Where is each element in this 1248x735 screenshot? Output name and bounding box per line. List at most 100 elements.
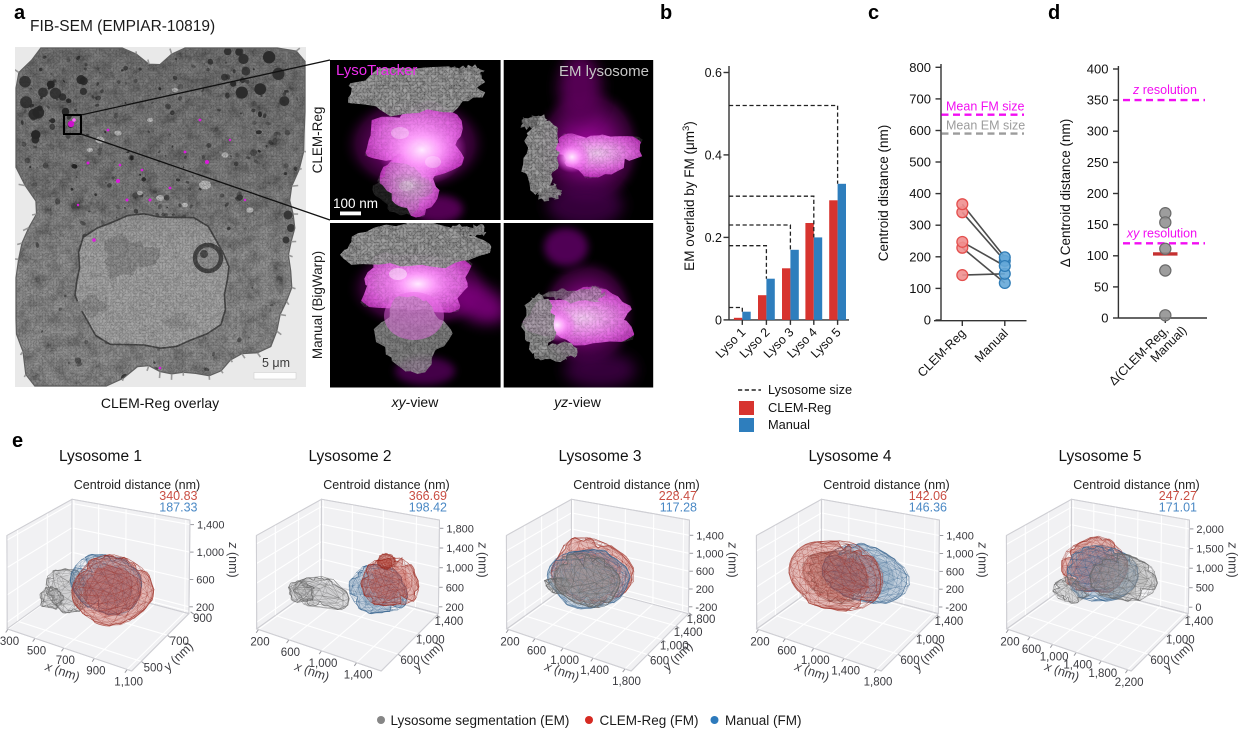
svg-text:CLEM-Reg (FM): CLEM-Reg (FM) — [600, 713, 699, 728]
svg-text:Centroid distance (nm): Centroid distance (nm) — [573, 478, 699, 492]
svg-text:900: 900 — [193, 613, 212, 625]
svg-text:z (nm): z (nm) — [726, 541, 740, 577]
svg-text:600: 600 — [900, 655, 919, 667]
svg-text:Centroid distance (nm): Centroid distance (nm) — [823, 478, 949, 492]
svg-text:1,400: 1,400 — [946, 531, 974, 543]
svg-text:200: 200 — [445, 602, 463, 614]
svg-text:500: 500 — [27, 645, 46, 657]
svg-text:142.06: 142.06 — [909, 489, 947, 503]
svg-text:Mean EM size: Mean EM size — [946, 119, 1025, 133]
svg-text:xy resolution: xy resolution — [1126, 226, 1197, 240]
svg-text:600: 600 — [446, 582, 464, 594]
svg-text:0: 0 — [1195, 602, 1201, 614]
svg-text:700: 700 — [909, 91, 931, 106]
svg-text:1,000: 1,000 — [696, 548, 724, 560]
svg-text:Mean FM size: Mean FM size — [946, 100, 1025, 114]
svg-text:1,000: 1,000 — [946, 549, 974, 561]
svg-text:-200: -200 — [945, 602, 967, 614]
svg-text:1,000: 1,000 — [801, 655, 830, 667]
svg-text:700: 700 — [170, 636, 189, 648]
svg-text:1,400: 1,400 — [580, 665, 609, 677]
svg-text:Lysosome 2: Lysosome 2 — [309, 448, 392, 465]
svg-text:600: 600 — [400, 655, 419, 667]
svg-text:1,400: 1,400 — [446, 543, 474, 555]
svg-text:400: 400 — [1087, 62, 1109, 77]
svg-text:1,000: 1,000 — [660, 641, 689, 653]
svg-text:1,400: 1,400 — [831, 665, 860, 677]
svg-text:600: 600 — [1022, 644, 1041, 656]
svg-text:300: 300 — [0, 636, 19, 648]
svg-text:2,200: 2,200 — [1115, 677, 1144, 689]
svg-text:600: 600 — [946, 566, 964, 578]
svg-text:1,400: 1,400 — [696, 530, 724, 542]
svg-text:1,000: 1,000 — [309, 658, 338, 670]
svg-text:1,400: 1,400 — [674, 627, 703, 639]
svg-text:1,000: 1,000 — [446, 563, 474, 575]
svg-text:400: 400 — [909, 186, 931, 201]
svg-text:200: 200 — [696, 584, 714, 596]
svg-text:600: 600 — [909, 123, 931, 138]
svg-text:1,000: 1,000 — [916, 635, 945, 647]
svg-text:200: 200 — [500, 637, 519, 649]
svg-text:500: 500 — [909, 155, 931, 170]
svg-text:b: b — [660, 2, 672, 24]
svg-text:Manual (FM): Manual (FM) — [725, 713, 802, 728]
svg-text:1,000: 1,000 — [197, 547, 225, 559]
svg-text:200: 200 — [1087, 186, 1109, 201]
svg-text:yz-view: yz-view — [553, 394, 602, 410]
svg-text:c: c — [868, 2, 879, 24]
svg-text:117.28: 117.28 — [660, 501, 697, 515]
svg-text:xy-view: xy-view — [391, 394, 440, 410]
svg-text:150: 150 — [1087, 217, 1109, 232]
svg-text:d: d — [1048, 2, 1060, 24]
svg-text:Lysosome 4: Lysosome 4 — [809, 448, 892, 465]
svg-text:1,400: 1,400 — [1063, 659, 1092, 671]
svg-text:1,500: 1,500 — [1196, 544, 1224, 556]
svg-text:187.33: 187.33 — [159, 501, 197, 515]
svg-text:600: 600 — [527, 646, 546, 658]
svg-text:5 μm: 5 μm — [262, 356, 290, 370]
svg-text:228.47: 228.47 — [659, 489, 697, 503]
svg-text:340.83: 340.83 — [159, 489, 197, 503]
svg-text:Centroid distance (nm): Centroid distance (nm) — [74, 478, 200, 492]
svg-text:200: 200 — [1000, 637, 1019, 649]
svg-text:1,000: 1,000 — [1196, 563, 1224, 575]
svg-text:700: 700 — [56, 655, 75, 667]
svg-text:600: 600 — [650, 656, 669, 668]
svg-text:1,800: 1,800 — [612, 676, 641, 688]
svg-text:500: 500 — [144, 662, 163, 674]
svg-text:a: a — [14, 2, 26, 24]
svg-text:300: 300 — [1087, 124, 1109, 139]
svg-text:250: 250 — [1087, 155, 1109, 170]
svg-text:1,400: 1,400 — [344, 670, 373, 682]
svg-text:600: 600 — [281, 647, 300, 659]
svg-text:0.2: 0.2 — [705, 231, 722, 245]
svg-text:1,100: 1,100 — [114, 676, 143, 688]
svg-text:e: e — [12, 430, 23, 452]
svg-text:1,000: 1,000 — [550, 655, 579, 667]
svg-text:CLEM-Reg: CLEM-Reg — [310, 107, 325, 174]
svg-text:100 nm: 100 nm — [333, 196, 378, 211]
svg-text:100: 100 — [1087, 248, 1109, 263]
svg-text:800: 800 — [909, 60, 931, 75]
svg-text:z (nm): z (nm) — [226, 541, 240, 577]
svg-text:300: 300 — [909, 218, 931, 233]
svg-text:1,800: 1,800 — [864, 676, 893, 688]
svg-text:1,400: 1,400 — [1185, 616, 1214, 628]
svg-text:CLEM-Reg overlay: CLEM-Reg overlay — [101, 395, 219, 411]
svg-text:200: 200 — [909, 249, 931, 264]
svg-text:LysoTracker: LysoTracker — [336, 62, 417, 79]
svg-text:900: 900 — [86, 665, 105, 677]
svg-text:CLEM-Reg: CLEM-Reg — [768, 400, 831, 415]
svg-text:0.4: 0.4 — [705, 148, 722, 162]
svg-text:FIB-SEM (EMPIAR-10819): FIB-SEM (EMPIAR-10819) — [30, 18, 215, 35]
svg-text:Lysosome 3: Lysosome 3 — [559, 448, 642, 465]
svg-text:1,000: 1,000 — [1040, 651, 1069, 663]
svg-text:-200: -200 — [695, 602, 717, 614]
svg-text:Lysosome segmentation (EM): Lysosome segmentation (EM) — [391, 713, 570, 728]
svg-text:Manual: Manual — [768, 417, 810, 432]
svg-text:0: 0 — [715, 313, 722, 327]
svg-text:200: 200 — [946, 584, 964, 596]
svg-text:0: 0 — [1101, 311, 1108, 326]
svg-text:366.69: 366.69 — [409, 489, 447, 503]
